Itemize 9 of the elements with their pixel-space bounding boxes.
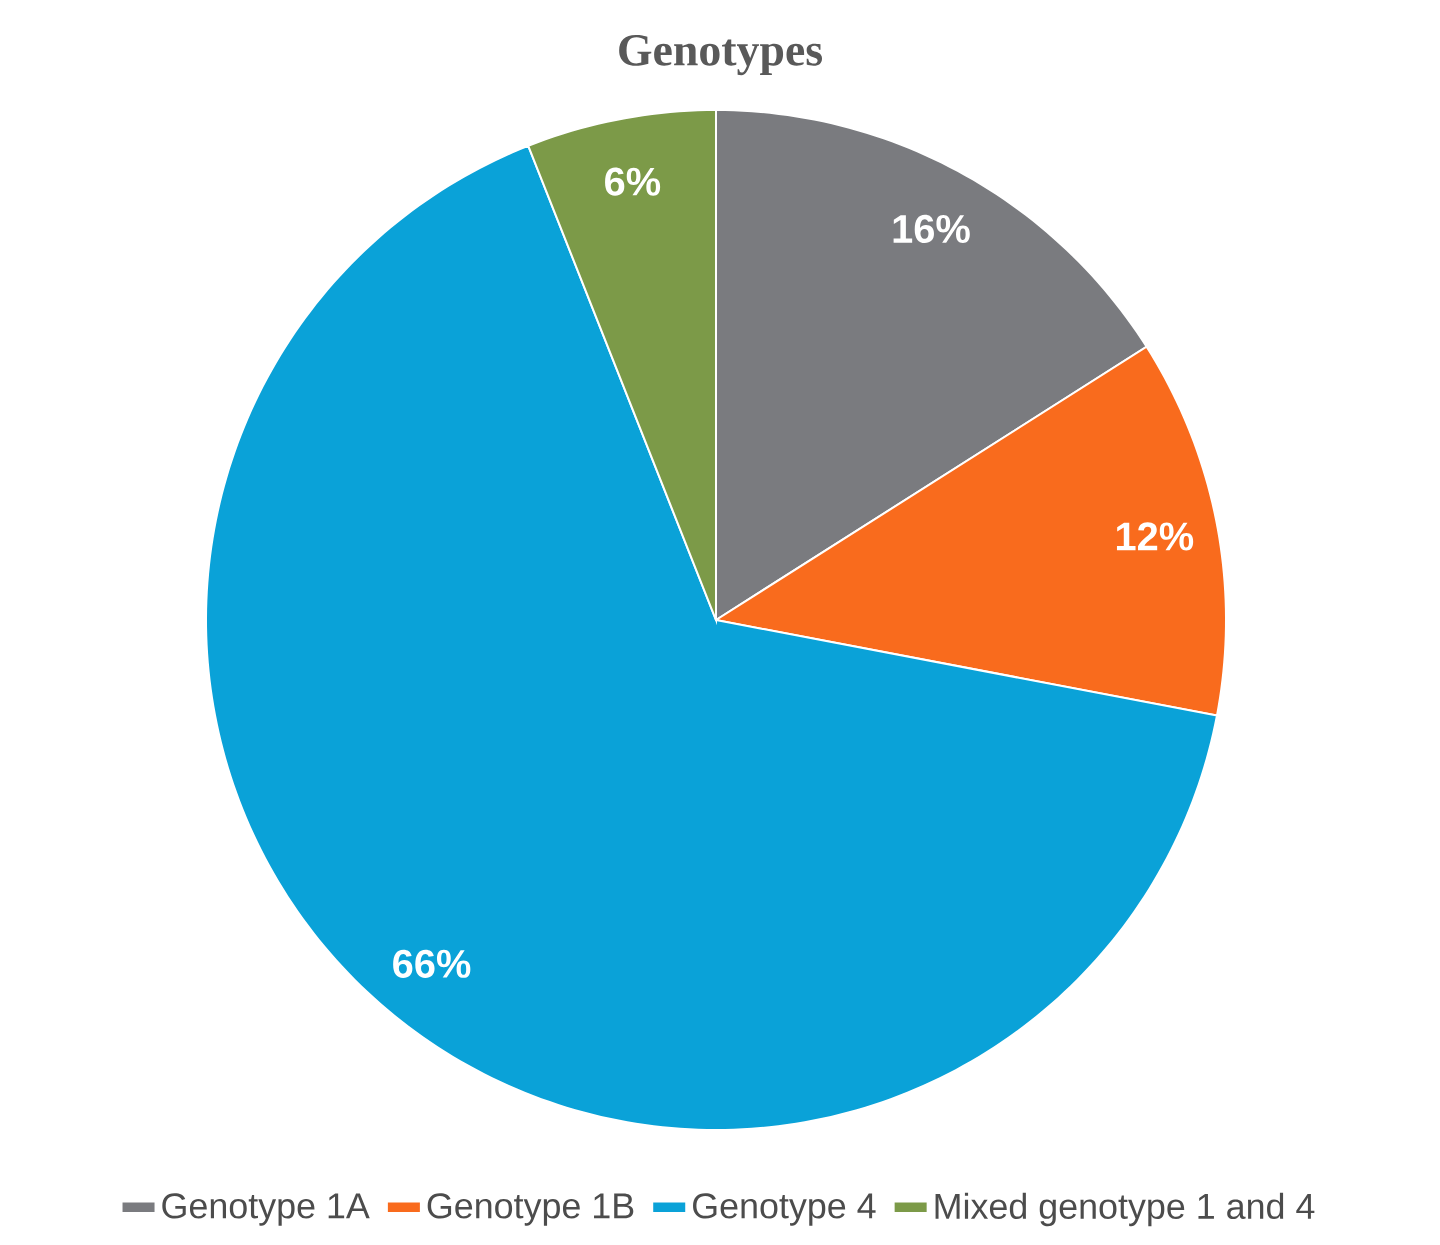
data-label: 66% <box>393 949 471 978</box>
data-label: 12% <box>1116 522 1194 551</box>
legend-label: Genotype 1A <box>162 1193 370 1226</box>
data-label: 6% <box>605 167 661 196</box>
legend-label: Mixed genotype 1 and 4 <box>935 1192 1315 1227</box>
legend-label: Genotype 4 <box>693 1193 876 1226</box>
legend-label: Genotype 1B <box>427 1193 634 1226</box>
chart-title: Genotypes <box>619 34 823 76</box>
data-label: 16% <box>893 214 970 244</box>
